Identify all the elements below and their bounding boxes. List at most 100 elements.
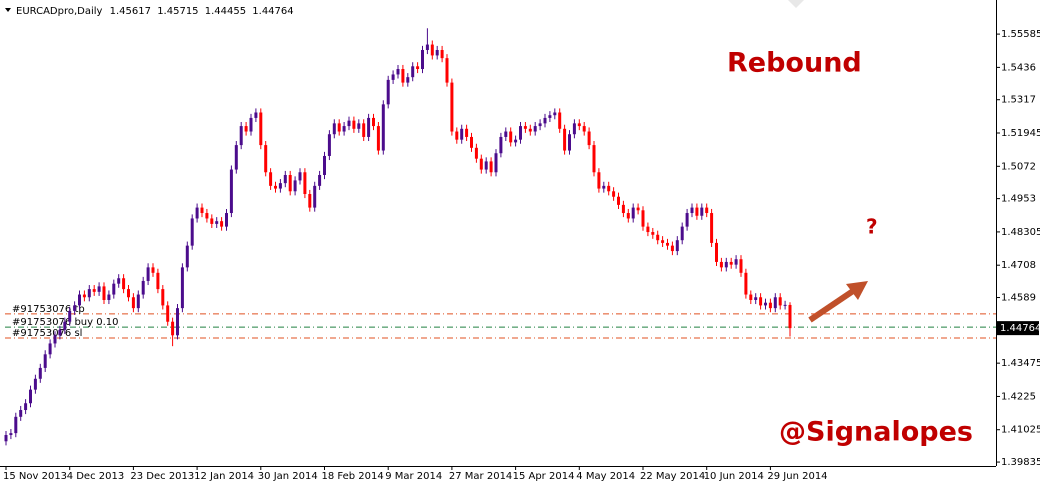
candle-body	[171, 321, 175, 336]
candle-body	[523, 126, 527, 129]
candle-body	[225, 213, 228, 227]
candle-body	[778, 297, 782, 306]
candle-body	[558, 112, 562, 129]
candle-body	[425, 44, 429, 50]
candle-body	[308, 194, 312, 208]
level-label: #91753076 sl	[12, 328, 82, 339]
candle-body	[749, 294, 753, 300]
candle-body	[229, 169, 233, 214]
header-close: 1.44764	[252, 6, 293, 17]
candle-body	[327, 134, 331, 156]
candle-body	[783, 304, 787, 306]
candle-body	[391, 74, 395, 80]
y-tick-label: 1.41025	[1001, 425, 1040, 436]
candle-body	[406, 77, 410, 83]
candle-body	[416, 66, 420, 70]
candle-body	[680, 226, 684, 241]
candle-body	[499, 136, 503, 154]
candle-body	[9, 433, 13, 436]
candle-body	[626, 213, 630, 219]
candle-body	[754, 297, 758, 300]
candle-body	[367, 117, 371, 137]
candle-body	[445, 58, 449, 83]
candle-body	[656, 234, 660, 241]
y-tick-label: 1.39835	[1001, 457, 1040, 468]
candle-body	[435, 49, 439, 56]
candle-body	[484, 161, 488, 170]
candle-body	[690, 207, 694, 214]
candle-body	[127, 289, 130, 298]
candle-body	[538, 123, 542, 127]
arrow	[808, 281, 868, 323]
candle-body	[156, 272, 160, 290]
candle-body	[117, 278, 121, 284]
candle-body	[719, 261, 723, 268]
candle-body	[705, 207, 709, 214]
header-open: 1.45617	[110, 6, 151, 17]
candle-body	[195, 207, 199, 219]
candle-body	[533, 126, 537, 132]
candle-body	[362, 123, 366, 137]
x-tick-label: 9 Mar 2014	[385, 471, 442, 482]
candle-body	[602, 185, 606, 189]
candle-body	[38, 367, 42, 379]
candle-body	[621, 204, 625, 214]
candle-body	[401, 69, 405, 83]
candle-body	[440, 49, 444, 59]
candle-body	[53, 335, 57, 344]
candle-body	[572, 123, 576, 135]
candle-body	[180, 267, 184, 309]
candle-body	[739, 259, 743, 273]
candle-body	[107, 294, 111, 300]
candle-body	[78, 294, 81, 306]
annotation: @Signalopes	[779, 417, 973, 448]
candle-body	[102, 286, 106, 300]
candle-body	[82, 294, 86, 298]
candle-body	[773, 297, 777, 309]
y-tick-label: 1.4953	[1001, 194, 1036, 205]
y-tick-label: 1.4589	[1001, 293, 1036, 304]
candle-body	[210, 218, 214, 224]
candle-body	[259, 112, 263, 146]
symbol: EURCADpro,Daily	[16, 6, 103, 17]
candle-body	[724, 261, 728, 268]
candle-body	[357, 123, 361, 129]
candle-body	[430, 44, 434, 56]
candle-body	[264, 145, 268, 173]
candle-body	[215, 221, 219, 224]
candle-body	[244, 126, 248, 132]
candle-body	[68, 310, 72, 322]
candle-body	[612, 191, 616, 197]
candle-body	[303, 172, 307, 195]
candle-body	[455, 131, 459, 140]
annotation: Rebound	[727, 48, 862, 79]
candle-body	[381, 104, 385, 151]
candle-body	[239, 126, 243, 146]
candle-body	[548, 115, 552, 118]
y-tick-label: 1.4708	[1001, 260, 1036, 271]
candle-body	[87, 289, 91, 298]
candle-body	[582, 126, 586, 132]
candle-body	[685, 213, 689, 227]
candle-body	[376, 126, 380, 151]
candle-body	[298, 172, 302, 181]
candle-body	[568, 134, 571, 151]
candle-body	[636, 207, 640, 211]
candle-body	[479, 158, 483, 170]
candle-body	[474, 147, 478, 159]
candle-body	[278, 183, 282, 189]
candle-body	[352, 120, 356, 129]
candle-body	[146, 267, 150, 281]
candle-body	[396, 69, 400, 75]
x-tick-label: 29 Jun 2014	[767, 471, 827, 482]
candle-body	[470, 136, 473, 148]
candle-body	[607, 185, 611, 192]
candle-body	[764, 302, 767, 306]
price-label-box	[996, 321, 1039, 336]
candle-body	[386, 79, 390, 105]
x-tick-label: 4 May 2014	[576, 471, 635, 482]
y-tick-label: 1.43475	[1001, 358, 1040, 369]
candle-body	[136, 294, 140, 309]
dropdown-arrow[interactable]	[5, 8, 11, 12]
candle-body	[33, 378, 37, 390]
